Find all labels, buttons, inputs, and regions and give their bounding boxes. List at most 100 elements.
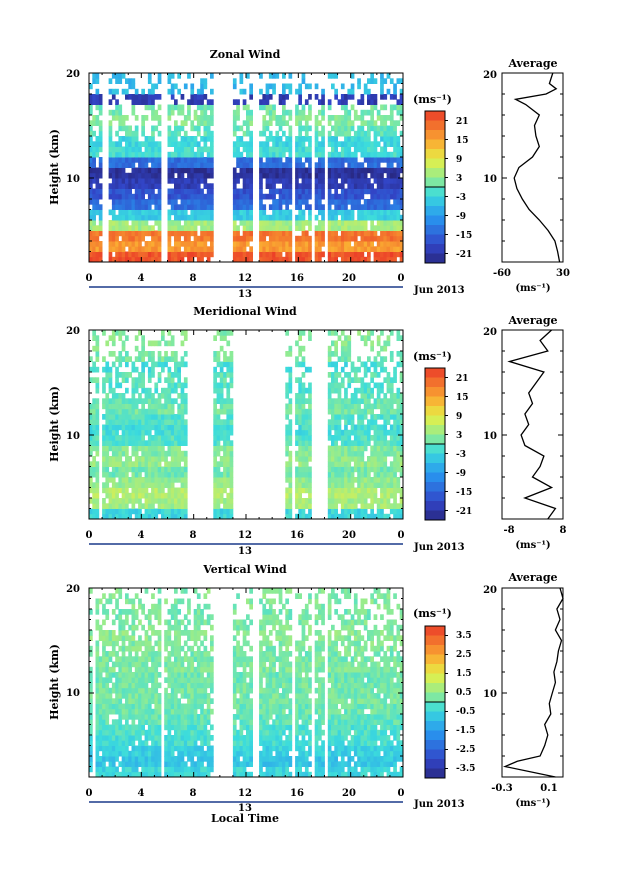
- heatmap-cell: [210, 115, 214, 121]
- heatmap-cell: [89, 251, 93, 258]
- heatmap-cell: [121, 756, 126, 762]
- heatmap-cell: [187, 251, 191, 258]
- heatmap-cell: [334, 330, 338, 336]
- heatmap-cell: [154, 361, 159, 368]
- heatmap-cell: [278, 120, 283, 126]
- heatmap-cell: [174, 445, 178, 452]
- heatmap-cell: [370, 461, 374, 467]
- heatmap-cell: [154, 766, 159, 773]
- heatmap-cell: [118, 729, 123, 736]
- heatmap-cell: [268, 214, 273, 221]
- heatmap-cell: [223, 377, 227, 383]
- heatmap-cell: [357, 130, 361, 137]
- heatmap-cell: [239, 199, 244, 205]
- heatmap-cell: [206, 193, 211, 200]
- heatmap-cell: [393, 136, 397, 142]
- heatmap-cell: [278, 188, 283, 195]
- heatmap-cell: [308, 83, 312, 90]
- heatmap-cell: [376, 188, 381, 195]
- heatmap-cell: [216, 351, 221, 357]
- heatmap-cell: [340, 151, 345, 158]
- heatmap-cell: [288, 377, 293, 383]
- heatmap-cell: [298, 172, 302, 179]
- heatmap-cell: [105, 403, 110, 410]
- heatmap-cell: [295, 109, 299, 116]
- heatmap-cell: [196, 162, 201, 168]
- heatmap-cell: [265, 230, 270, 237]
- heatmap-cell: [373, 492, 378, 499]
- heatmap-cell: [376, 115, 381, 121]
- heatmap-cell: [170, 172, 175, 179]
- heatmap-cell: [259, 220, 263, 226]
- heatmap-cell: [147, 461, 152, 467]
- heatmap-cell: [203, 125, 208, 132]
- heatmap-cell: [89, 246, 93, 252]
- heatmap-cell: [363, 335, 368, 341]
- heatmap-cell: [131, 241, 136, 247]
- heatmap-cell: [193, 241, 198, 247]
- heatmap-cell: [147, 199, 152, 205]
- heatmap-cell: [200, 199, 204, 205]
- heatmap-cell: [167, 382, 172, 389]
- heatmap-cell: [147, 703, 152, 710]
- heatmap-cell: [370, 99, 374, 105]
- heatmap-cell: [134, 429, 139, 436]
- heatmap-cell: [125, 498, 129, 504]
- heatmap-cell: [396, 424, 401, 431]
- heatmap-cell: [174, 498, 178, 504]
- heatmap-cell: [200, 136, 204, 142]
- heatmap-cell: [389, 230, 394, 237]
- heatmap-cell: [389, 508, 394, 515]
- heatmap-cell: [180, 513, 185, 520]
- heatmap-cell: [357, 456, 361, 462]
- heatmap-cell: [376, 151, 381, 158]
- heatmap-cell: [301, 398, 306, 404]
- heatmap-cell: [125, 356, 129, 362]
- heatmap-cell: [131, 246, 136, 252]
- heatmap-cell: [344, 477, 348, 483]
- heatmap-cell: [301, 461, 306, 467]
- heatmap-cell: [187, 214, 191, 221]
- heatmap-cell: [340, 162, 345, 168]
- heatmap-cell: [138, 235, 142, 242]
- heatmap-cell: [115, 445, 119, 452]
- heatmap-cell: [393, 372, 397, 378]
- heatmap-cell: [340, 330, 345, 336]
- heatmap-cell: [239, 88, 244, 95]
- heatmap-cell: [229, 487, 234, 494]
- heatmap-cell: [360, 471, 365, 478]
- heatmap-cell: [370, 487, 374, 494]
- heatmap-cell: [360, 188, 365, 195]
- heatmap-cell: [187, 146, 191, 153]
- heatmap-cell: [216, 330, 221, 336]
- heatmap-cell: [304, 172, 309, 179]
- heatmap-cell: [154, 199, 159, 205]
- heatmap-cell: [121, 714, 126, 720]
- heatmap-cell: [213, 387, 217, 394]
- colorbar-band: [425, 434, 445, 445]
- heatmap-cell: [131, 482, 136, 488]
- heatmap-cell: [164, 508, 168, 515]
- heatmap-cell: [190, 241, 195, 247]
- heatmap-cell: [350, 503, 355, 509]
- heatmap-cell: [259, 246, 263, 252]
- heatmap-cell: [288, 435, 293, 441]
- heatmap-cell: [334, 188, 338, 195]
- heatmap-cell: [272, 172, 276, 179]
- heatmap-cell: [268, 204, 273, 210]
- heatmap-cell: [265, 172, 270, 179]
- heatmap-cell: [360, 513, 365, 520]
- heatmap-cell: [134, 246, 139, 252]
- heatmap-cell: [246, 251, 250, 258]
- heatmap-cell: [353, 162, 358, 168]
- heatmap-cell: [138, 230, 142, 237]
- heatmap-cell: [111, 708, 116, 715]
- heatmap-cell: [151, 624, 155, 631]
- heatmap-cell: [134, 614, 139, 620]
- heatmap-cell: [147, 419, 152, 425]
- heatmap-cell: [275, 214, 280, 221]
- heatmap-cell: [167, 235, 172, 242]
- heatmap-cell: [367, 403, 371, 410]
- heatmap-cell: [141, 361, 145, 368]
- heatmap-cell: [383, 340, 388, 347]
